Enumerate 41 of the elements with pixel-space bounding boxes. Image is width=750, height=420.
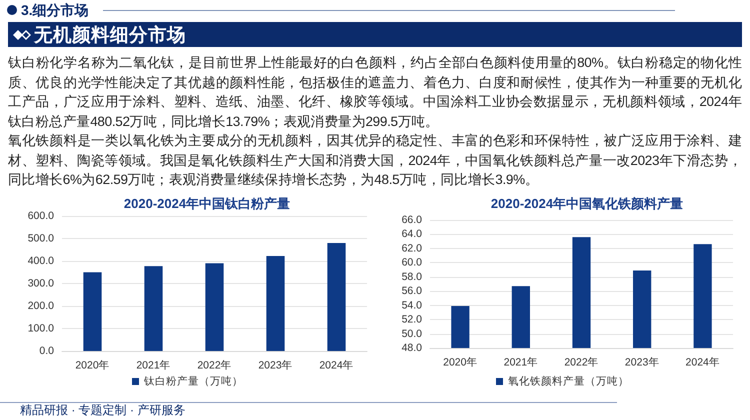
bar bbox=[144, 266, 163, 351]
x-tick-label: 2024年 bbox=[686, 356, 720, 368]
y-tick-label: 48.0 bbox=[402, 342, 422, 354]
x-tick-label: 2022年 bbox=[197, 360, 232, 372]
legend-label: 钛白粉产量（万吨） bbox=[143, 374, 243, 388]
y-tick-label: 0.0 bbox=[39, 345, 54, 357]
y-tick-label: 60.0 bbox=[402, 256, 422, 269]
x-tick-label: 2023年 bbox=[624, 356, 660, 368]
y-tick-label: 400.0 bbox=[28, 255, 54, 267]
chart-title: 2020-2024年中国氧化铁颜料产量 bbox=[490, 196, 684, 211]
text: 无机颜料细分市场 bbox=[34, 23, 186, 47]
x-tick-label: 2023年 bbox=[258, 360, 293, 372]
y-tick-label: 56.0 bbox=[402, 285, 422, 298]
text: 精品研报 · 专题定制 · 产研服务 bbox=[20, 402, 186, 418]
y-tick-label: 58.0 bbox=[402, 270, 422, 283]
y-tick-label: 50.0 bbox=[402, 328, 422, 340]
y-tick-label: 66.0 bbox=[402, 214, 422, 226]
y-tick-label: 52.0 bbox=[402, 314, 422, 326]
x-tick-label: 2020年 bbox=[443, 356, 478, 368]
bar bbox=[266, 256, 285, 351]
text: 3.细分市场 bbox=[21, 1, 89, 19]
x-tick-label: 2022年 bbox=[564, 356, 599, 368]
x-tick-label: 2024年 bbox=[319, 360, 354, 372]
text: 钛白粉化学名称为二氧化钛，是目前世界上性能最好的白色颜料，约占全部白色颜料使用量的80%。钛白粉稳定的物化性质、优良的光学性能决定了其优越的颜料性能，包括极佳的遮盖力、着色力、白度和耐候性，使其作为一种重要的无机化工产品，广泛应用于涂料、塑料、造纸、油墨、化纤、橡胶等领域。中国涂料工业协会数据显示，无机颜料领域，2024年钛白粉总产量480.52万吨，同比增长13.79%；表观消费量为299.5万吨。 bbox=[8, 54, 742, 130]
y-tick-label: 100.0 bbox=[28, 322, 54, 334]
bar bbox=[83, 272, 102, 351]
legend-label: 氧化铁颜料产量（万吨） bbox=[508, 374, 629, 388]
y-tick-label: 200.0 bbox=[28, 300, 54, 312]
bar bbox=[327, 243, 346, 351]
y-tick-label: 300.0 bbox=[28, 278, 54, 290]
y-tick-label: 500.0 bbox=[28, 232, 54, 244]
y-tick-label: 62.0 bbox=[402, 242, 422, 254]
x-tick-label: 2020年 bbox=[75, 360, 110, 372]
y-tick-label: 64.0 bbox=[402, 228, 422, 240]
text: 氧化铁颜料是一类以氧化铁为主要成分的无机颜料，因其优异的稳定性、丰富的色彩和环保特性，被广泛应用于涂料、建材、塑料、陶瓷等领域。我国是氧化铁颜料生产大国和消费大国，2024年，中国氧化铁颜料总产量一改2023年下滑态势，同比增长6%为62.59万吨；表观消费量继续保持增长态势，为48.5万吨，同比增长3.9%。 bbox=[8, 132, 742, 189]
x-tick-label: 2021年 bbox=[136, 360, 171, 372]
y-tick-label: 54.0 bbox=[402, 299, 422, 312]
bar bbox=[205, 263, 224, 351]
x-tick-label: 2021年 bbox=[504, 356, 538, 368]
y-tick-label: 600.0 bbox=[28, 210, 54, 222]
chart-title: 2020-2024年中国钛白粉产量 bbox=[124, 196, 290, 211]
